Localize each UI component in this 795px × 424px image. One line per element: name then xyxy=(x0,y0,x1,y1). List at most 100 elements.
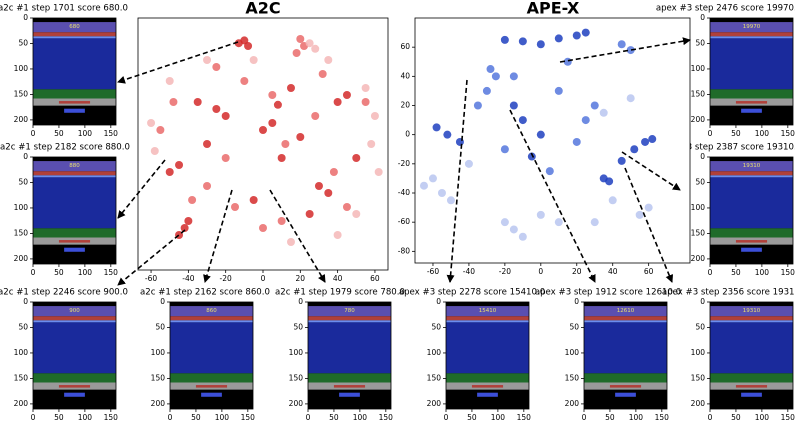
x-tick-label: 50 xyxy=(54,129,64,138)
point xyxy=(318,70,327,78)
x-tick-label: -60 xyxy=(145,274,157,283)
point xyxy=(311,44,320,53)
point xyxy=(296,35,305,43)
y-tick-label: 50 xyxy=(293,322,303,331)
point xyxy=(374,168,383,176)
point xyxy=(286,84,295,92)
arrow xyxy=(446,79,468,283)
screen-region xyxy=(446,320,529,323)
x-tick-label: 50 xyxy=(54,413,64,422)
x-tick-label: -20 xyxy=(499,267,511,276)
screen-region xyxy=(170,373,253,383)
panel-title: a2c #1 step 1979 score 780.0 xyxy=(275,288,405,298)
screen-region xyxy=(33,36,116,39)
panel-title: a2c #1 step 2182 score 880.0 xyxy=(0,143,130,153)
screen-region xyxy=(735,101,768,104)
screen-region xyxy=(584,373,667,383)
axes-frame xyxy=(32,17,117,126)
y-tick-label: 20 xyxy=(400,101,410,110)
y-tick-label: 100 xyxy=(565,348,580,357)
point xyxy=(156,126,165,134)
y-tick-label: 100 xyxy=(289,348,304,357)
point xyxy=(342,91,351,99)
point xyxy=(188,196,197,204)
x-tick-label: -20 xyxy=(220,274,232,283)
x-tick-label: 100 xyxy=(78,268,93,277)
point xyxy=(644,203,653,212)
arrow xyxy=(559,37,691,63)
x-tick-label: 150 xyxy=(104,268,119,277)
point xyxy=(147,119,156,127)
screen-region xyxy=(710,89,793,99)
axes-frame xyxy=(583,301,668,410)
point xyxy=(635,210,644,219)
axes-frame xyxy=(32,156,117,265)
point xyxy=(443,130,452,139)
x-tick-label: 100 xyxy=(78,413,93,422)
axes-frame xyxy=(709,17,794,126)
point xyxy=(464,159,473,168)
screen-region xyxy=(170,316,253,321)
y-tick-label: 0 xyxy=(700,152,705,161)
y-tick-label: 50 xyxy=(695,322,705,331)
point xyxy=(500,218,509,227)
screen-region xyxy=(584,320,667,323)
point xyxy=(268,91,277,99)
x-tick-label: -60 xyxy=(427,267,439,276)
screen-score: 19310 xyxy=(743,308,761,314)
y-tick-label: 200 xyxy=(14,115,29,124)
screen-region xyxy=(308,320,391,323)
point xyxy=(648,135,657,144)
y-tick-label: 100 xyxy=(691,348,706,357)
x-tick-label: 0 xyxy=(708,129,713,138)
x-tick-label: 40 xyxy=(333,274,343,283)
point xyxy=(150,147,159,155)
screen-region xyxy=(64,392,85,397)
screen-score: 680 xyxy=(69,24,80,30)
screen-region xyxy=(710,161,793,172)
screen-region xyxy=(446,306,529,317)
point xyxy=(244,42,253,50)
point xyxy=(277,154,286,162)
point xyxy=(473,101,482,110)
point xyxy=(630,145,639,154)
point xyxy=(203,182,212,190)
y-tick-label: 100 xyxy=(427,348,442,357)
x-tick-label: 0 xyxy=(444,413,449,422)
point xyxy=(536,40,545,49)
point xyxy=(296,133,305,141)
screen-region xyxy=(741,247,762,252)
point xyxy=(361,98,370,106)
panel-title: apex #3 step 2387 score 19310.0 xyxy=(656,143,795,153)
y-tick-label: 200 xyxy=(151,399,166,408)
chart-title: APE-X xyxy=(527,0,580,18)
point xyxy=(268,119,277,127)
arrow xyxy=(269,189,326,283)
x-tick-label: 150 xyxy=(104,129,119,138)
axes-frame xyxy=(169,301,254,410)
y-tick-label: 150 xyxy=(14,228,29,237)
x-tick-label: 0 xyxy=(306,413,311,422)
x-tick-label: 150 xyxy=(517,413,532,422)
screen-region xyxy=(710,22,793,33)
screen-region xyxy=(735,385,768,388)
screen-region xyxy=(308,316,391,321)
point xyxy=(184,217,193,225)
axes-frame xyxy=(445,301,530,410)
screen-region xyxy=(64,247,85,252)
point xyxy=(518,37,527,46)
y-tick-label: 50 xyxy=(155,322,165,331)
y-tick-label: -80 xyxy=(398,246,410,255)
point xyxy=(590,101,599,110)
screen-region xyxy=(33,316,116,321)
point xyxy=(641,137,650,146)
y-tick-label: 50 xyxy=(18,38,28,47)
axes-frame xyxy=(307,301,392,410)
point xyxy=(277,217,286,225)
y-tick-label: 0 xyxy=(23,152,28,161)
screen-region xyxy=(58,101,91,104)
y-tick-label: 150 xyxy=(691,228,706,237)
y-tick-label: 200 xyxy=(427,399,442,408)
